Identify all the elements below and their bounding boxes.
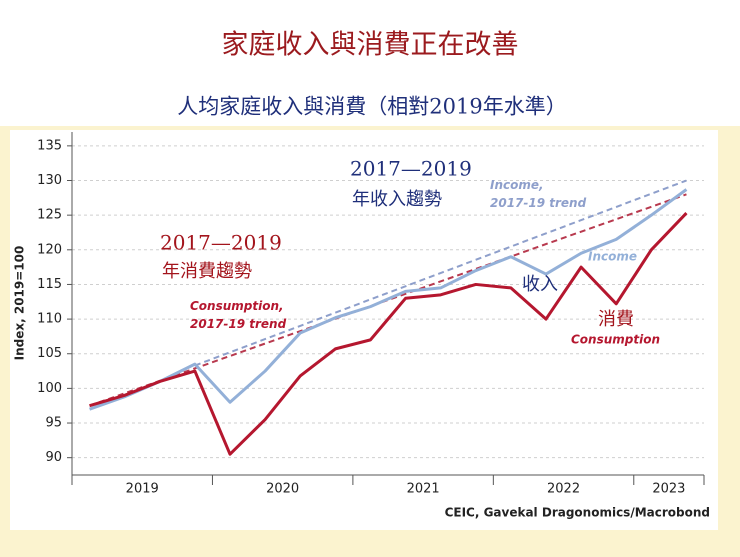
x-tick-label: 2020 <box>266 482 299 497</box>
annotation: 2017—2019 <box>350 157 472 181</box>
annotation: 年消費趨勢 <box>162 261 252 282</box>
y-tick-label: 100 <box>37 381 62 396</box>
y-tick-label: 95 <box>45 416 62 431</box>
trend-line <box>194 179 687 367</box>
chart-subtitle: 人均家庭收入與消費（相對2019年水準） <box>177 95 566 119</box>
y-tick-label: 120 <box>37 242 62 257</box>
series-label: Consumption, 2017-19 trend <box>190 299 287 331</box>
series-label: Consumption <box>571 333 660 347</box>
y-tick-label: 110 <box>37 312 62 327</box>
y-tick-label: 130 <box>37 173 62 188</box>
series-label-line: Consumption, <box>190 299 284 313</box>
y-tick-label: 105 <box>37 346 62 361</box>
y-axis-label: Index, 2019=100 <box>13 246 27 361</box>
line <box>89 188 688 411</box>
annotation: 消費 <box>598 309 634 330</box>
y-tick-label: 135 <box>37 138 62 153</box>
x-tick-label: 2022 <box>547 482 580 497</box>
chart-background <box>10 130 718 530</box>
series-label: Income, 2017-19 trend <box>490 178 587 210</box>
y-tick-label: 125 <box>37 208 62 223</box>
source: CEIC, Gavekal Dragonomics/Macrobond <box>445 506 710 520</box>
y-tick-label: 115 <box>37 277 62 292</box>
series-label-line: 2017-19 trend <box>190 317 287 331</box>
trend-line <box>89 193 687 407</box>
annotation: 收入 <box>522 274 558 295</box>
series-label: Income <box>588 250 637 264</box>
x-tick-label: 2021 <box>407 482 440 497</box>
line <box>89 212 688 456</box>
annotation: 2017—2019 <box>160 231 282 255</box>
x-tick-label: 2023 <box>652 482 685 497</box>
y-tick-label: 90 <box>45 450 62 465</box>
chart-title: 家庭收入與消費正在改善 <box>222 30 519 61</box>
series-label-line: 2017-19 trend <box>490 196 587 210</box>
x-tick-label: 2019 <box>126 482 159 497</box>
annotation: 年收入趨勢 <box>352 189 442 210</box>
series-label-line: Income, <box>490 178 544 192</box>
